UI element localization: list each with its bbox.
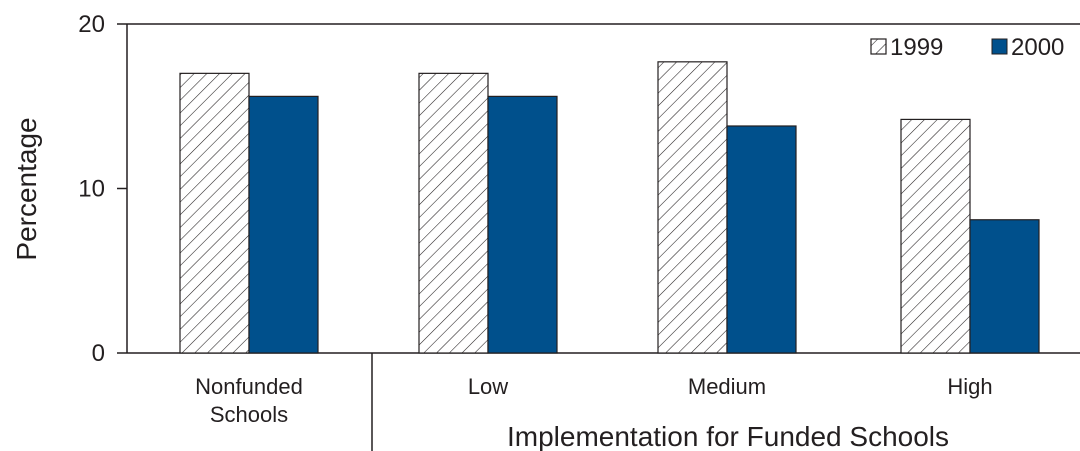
bar-1999-low <box>418 72 489 354</box>
y-tick-label: 0 <box>92 340 105 367</box>
legend-swatch-2000 <box>991 38 1008 55</box>
legend-swatch-1999 <box>870 38 887 55</box>
bar-1999-nonfunded-schools <box>179 72 250 354</box>
bar-2000-high <box>969 219 1040 354</box>
category-label: Low <box>468 374 508 399</box>
category-label: Schools <box>210 402 288 427</box>
legend-label-2000: 2000 <box>1011 34 1064 61</box>
bars <box>179 61 1040 354</box>
category-label: High <box>947 374 992 399</box>
bar-2000-nonfunded-schools <box>248 95 319 354</box>
legend: 1999 2000 <box>870 34 1064 61</box>
bar-2000-medium <box>726 125 797 354</box>
bar-1999-high <box>900 118 971 354</box>
category-label: Nonfunded <box>195 374 303 399</box>
bar-2000-low <box>487 95 558 354</box>
y-tick-label: 20 <box>78 11 105 38</box>
y-tick-label: 10 <box>78 176 105 203</box>
category-labels: Nonfunded Schools Low Medium High <box>195 374 992 427</box>
x-axis-title: Implementation for Funded Schools <box>507 421 949 451</box>
y-axis-title: Percentage <box>11 117 42 260</box>
bar-1999-medium <box>657 61 728 354</box>
y-axis-ticks: 0 10 20 <box>78 11 127 367</box>
category-label: Medium <box>688 374 766 399</box>
legend-label-1999: 1999 <box>890 34 943 61</box>
